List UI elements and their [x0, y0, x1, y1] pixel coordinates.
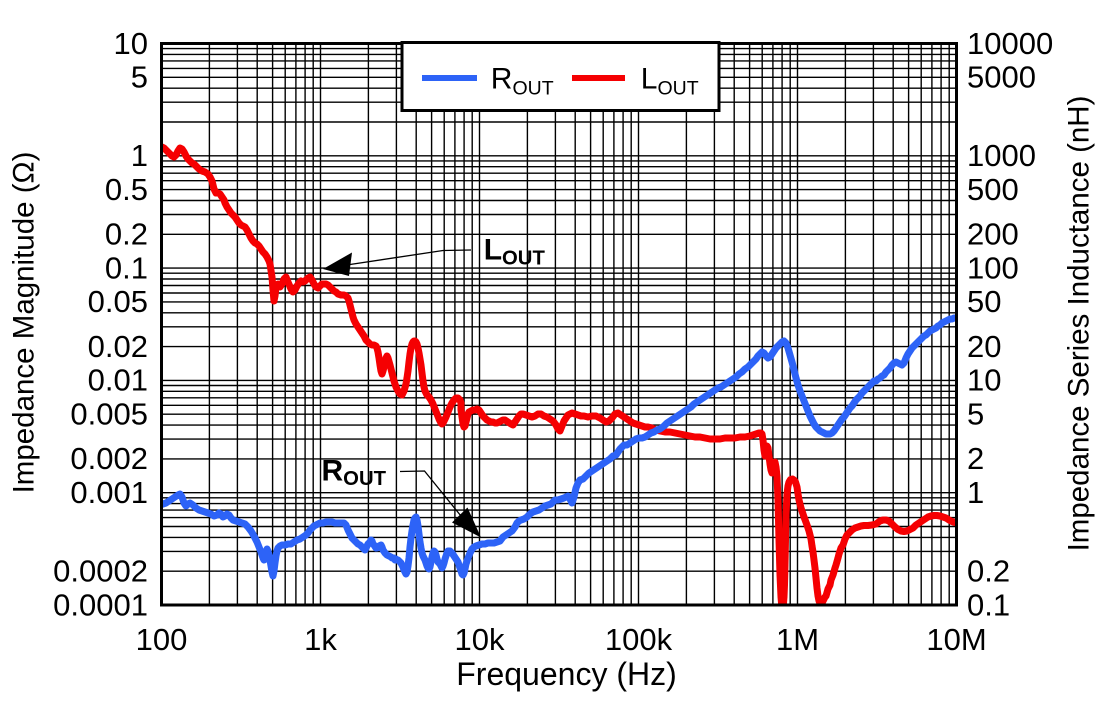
svg-text:Frequency (Hz): Frequency (Hz) [456, 656, 677, 692]
svg-text:5: 5 [131, 60, 148, 95]
svg-text:0.05: 0.05 [88, 284, 148, 319]
svg-text:0.01: 0.01 [88, 363, 148, 398]
svg-text:1: 1 [131, 138, 148, 173]
svg-text:10M: 10M [926, 622, 986, 657]
svg-text:1000: 1000 [967, 138, 1036, 173]
svg-text:Impedance Series Inductance (n: Impedance Series Inductance (nH) [1062, 96, 1095, 552]
svg-text:1M: 1M [776, 622, 819, 657]
svg-text:0.002: 0.002 [70, 441, 148, 476]
svg-text:0.001: 0.001 [70, 475, 148, 510]
svg-text:0.005: 0.005 [70, 397, 148, 432]
svg-text:0.2: 0.2 [105, 217, 148, 252]
svg-text:10: 10 [114, 26, 148, 61]
svg-text:5: 5 [967, 397, 984, 432]
svg-text:1k: 1k [304, 622, 337, 657]
svg-text:Impedance Magnitude (Ω): Impedance Magnitude (Ω) [7, 152, 40, 494]
svg-text:1: 1 [967, 475, 984, 510]
svg-text:ROUT: ROUT [491, 63, 554, 100]
svg-text:10: 10 [967, 363, 1001, 398]
svg-text:10000: 10000 [967, 26, 1053, 61]
svg-text:50: 50 [967, 284, 1001, 319]
svg-text:0.2: 0.2 [967, 554, 1010, 589]
svg-text:100k: 100k [605, 622, 673, 657]
svg-text:10k: 10k [455, 622, 505, 657]
svg-text:2: 2 [967, 441, 984, 476]
svg-text:5000: 5000 [967, 60, 1036, 95]
svg-text:0.1: 0.1 [105, 250, 148, 285]
svg-text:0.1: 0.1 [967, 587, 1010, 622]
svg-text:0.02: 0.02 [88, 329, 148, 364]
svg-text:0.0002: 0.0002 [53, 554, 148, 589]
svg-text:100: 100 [967, 250, 1019, 285]
svg-text:20: 20 [967, 329, 1001, 364]
svg-text:200: 200 [967, 217, 1019, 252]
svg-text:0.5: 0.5 [105, 172, 148, 207]
svg-text:500: 500 [967, 172, 1019, 207]
svg-text:100: 100 [136, 622, 188, 657]
svg-text:0.0001: 0.0001 [53, 587, 148, 622]
